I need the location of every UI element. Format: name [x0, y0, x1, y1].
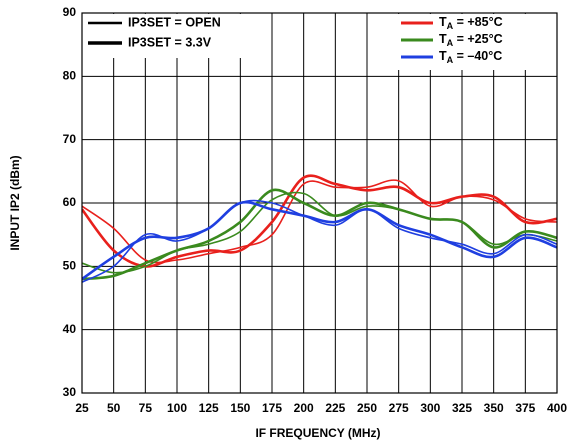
series-line — [82, 199, 557, 283]
legend-label: IP3SET = OPEN — [128, 15, 221, 29]
x-tick-label: 325 — [452, 401, 472, 415]
x-tick-label: 250 — [357, 401, 377, 415]
x-tick-label: 75 — [139, 401, 153, 415]
legend-text: T — [439, 32, 447, 46]
y-tick-label: 30 — [63, 385, 77, 399]
x-tick-label: 50 — [107, 401, 121, 415]
y-tick-label: 40 — [63, 322, 77, 336]
x-tick-label: 150 — [230, 401, 250, 415]
x-tick-label: 375 — [515, 401, 535, 415]
x-tick-label: 200 — [294, 401, 314, 415]
plot-frame — [81, 12, 558, 394]
legend-label: TA = –40°C — [439, 49, 502, 65]
legend-subscript: A — [447, 55, 454, 65]
legend-subscript: A — [447, 21, 454, 31]
legend-text: = +25°C — [453, 32, 502, 46]
legend-text: = +85°C — [453, 15, 502, 29]
x-tick-label: 275 — [389, 401, 409, 415]
x-tick-label: 175 — [262, 401, 282, 415]
series-line — [82, 188, 557, 281]
x-tick-label: 350 — [484, 401, 504, 415]
x-tick-label: 25 — [75, 401, 89, 415]
x-tick-label: 400 — [547, 401, 567, 415]
legend-label: TA = +25°C — [439, 32, 503, 48]
legend-text: T — [439, 15, 447, 29]
legend-label: TA = +85°C — [439, 15, 503, 31]
legend-subscript: A — [447, 38, 454, 48]
y-tick-label: 60 — [63, 195, 77, 209]
x-tick-label: 300 — [420, 401, 440, 415]
y-tick-label: 50 — [63, 259, 77, 273]
x-tick-label: 125 — [199, 401, 219, 415]
y-tick-label: 80 — [63, 69, 77, 83]
y-tick-label: 90 — [63, 5, 77, 19]
legend-text: = –40°C — [453, 49, 502, 63]
legend-label: IP3SET = 3.3V — [128, 35, 212, 49]
y-axis-label: INPUT IP2 (dBm) — [8, 155, 22, 250]
legend-text: T — [439, 49, 447, 63]
y-tick-label: 70 — [63, 132, 77, 146]
series-line — [82, 191, 557, 274]
series-line — [82, 174, 557, 268]
x-axis-label: IF FREQUENCY (MHz) — [255, 426, 380, 440]
x-tick-label: 100 — [167, 401, 187, 415]
legend-box — [83, 14, 253, 58]
x-tick-label: 225 — [325, 401, 345, 415]
series-line — [82, 200, 557, 281]
